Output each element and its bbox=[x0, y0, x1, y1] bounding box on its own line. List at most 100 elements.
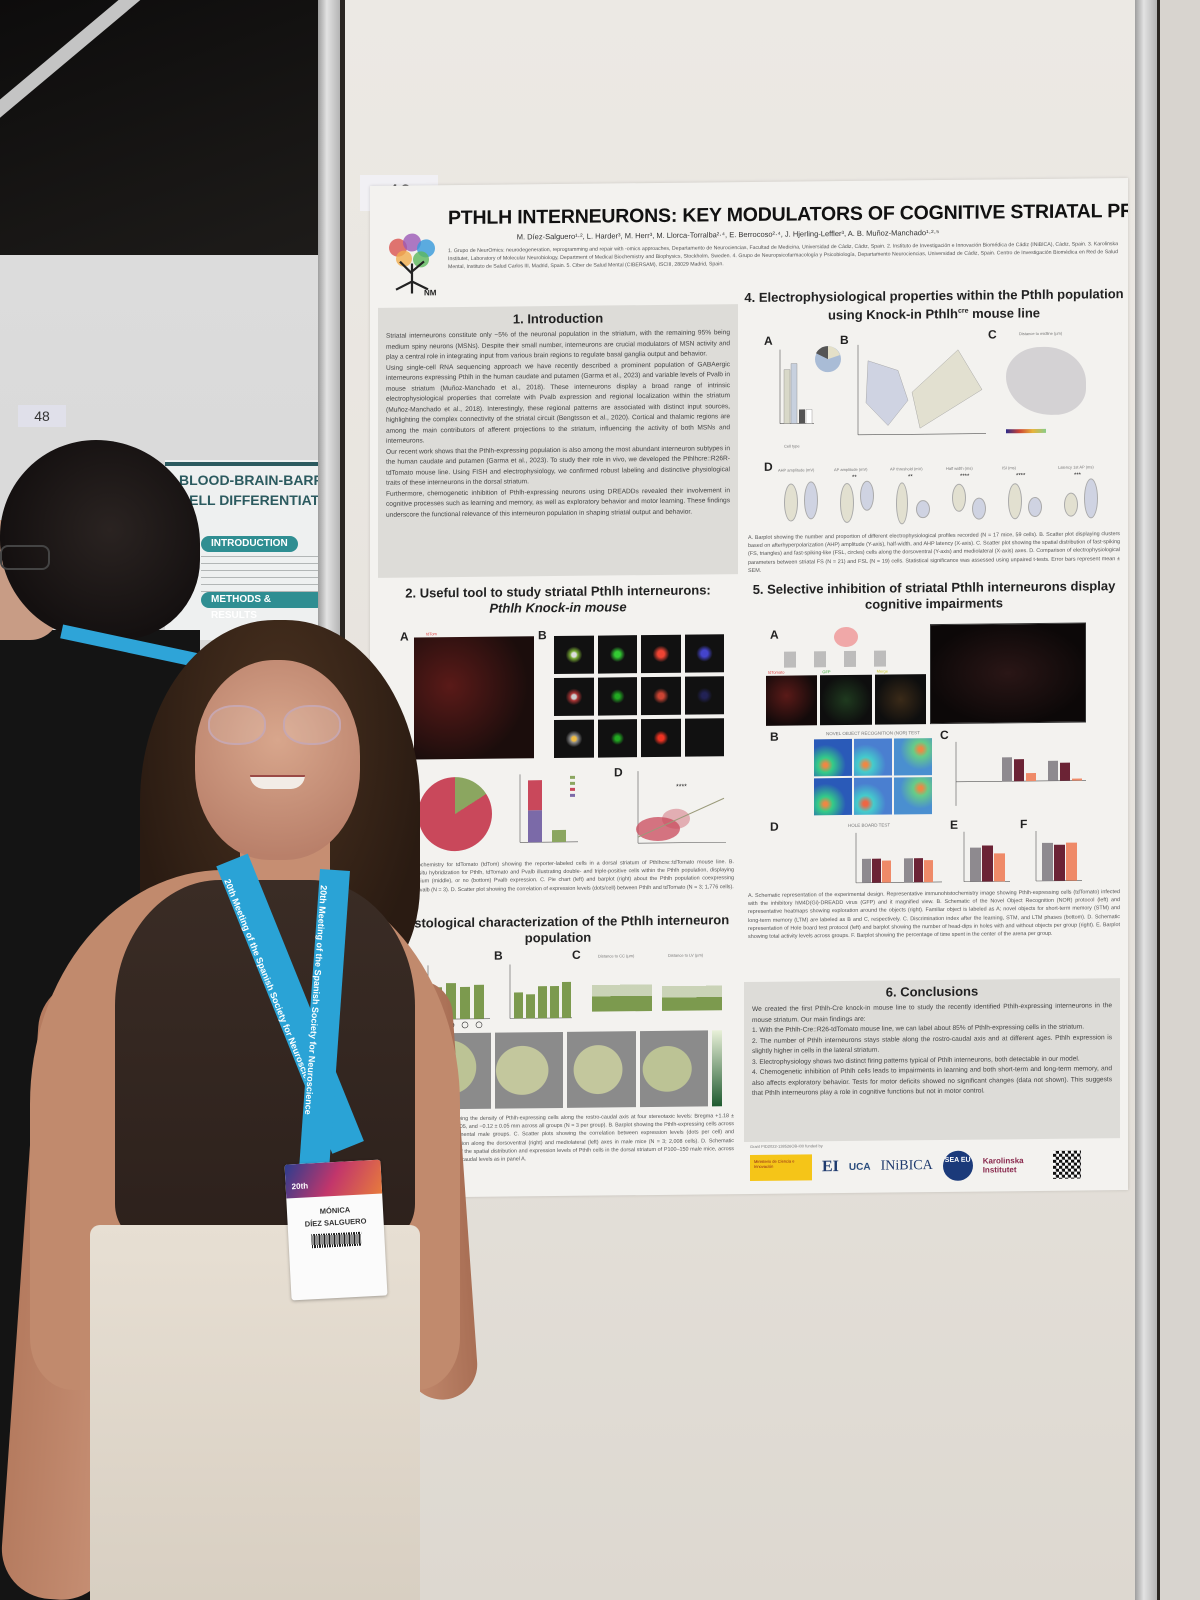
conclusion-item-4: 4. Chemogenetic inhibition of Pthlh cell… bbox=[752, 1065, 1112, 1097]
section-conclusions: 6. Conclusions We created the first Pthl… bbox=[744, 978, 1120, 1143]
fish-pvalb-medium bbox=[684, 676, 724, 715]
ei-logo: EI bbox=[822, 1158, 839, 1176]
violin-ap-amplitude: AP amplitude (mV) ** bbox=[834, 467, 884, 530]
fish-pthlh-medium bbox=[597, 677, 637, 716]
scatter-lv-title: Distance to LV (µm) bbox=[668, 952, 704, 958]
heatmap-sal-ltm bbox=[854, 777, 892, 815]
ihc-gfp: GFP bbox=[820, 669, 872, 726]
violin-signif-3: **** bbox=[960, 473, 970, 480]
experimental-timeline bbox=[766, 650, 902, 668]
ephys-title-post: mouse line bbox=[968, 305, 1041, 322]
fish-merge-medium bbox=[554, 677, 594, 717]
section-introduction: 1. Introduction Striatal interneurons co… bbox=[378, 304, 738, 578]
man-glasses bbox=[0, 545, 50, 570]
scatter-cc-title: Distance to CC (µm) bbox=[598, 953, 635, 959]
head-dips-barplot bbox=[855, 832, 942, 884]
ihc-merge: Merge bbox=[874, 669, 926, 725]
panel-label-4a: A bbox=[764, 333, 773, 348]
background-dark-area bbox=[0, 0, 330, 260]
inhibition-caption: A. Schematic representation of the exper… bbox=[748, 889, 1120, 941]
badge-last-name: DÍEZ SALGUERO bbox=[304, 1216, 367, 1229]
discrimination-index-barplot bbox=[955, 741, 1086, 806]
neighbor-title-line2: CELL DIFFERENTIATIO bbox=[179, 492, 325, 508]
violin-signif-4: **** bbox=[1016, 473, 1026, 480]
neuromics-tree-logo-icon: NM bbox=[389, 233, 437, 297]
panel-label-2d: D bbox=[614, 765, 623, 780]
heatmap-cno-stm bbox=[894, 738, 932, 776]
ihc-overview-image bbox=[930, 622, 1086, 725]
nor-heatmap-grid bbox=[814, 738, 932, 816]
badge-event-banner: 20th bbox=[284, 1159, 383, 1199]
poster-authors: M. Díez-Salguero¹·², L. Harder³, M. Herr… bbox=[516, 228, 940, 242]
badge-barcode bbox=[311, 1231, 362, 1249]
panel-label-5c: C bbox=[940, 727, 949, 742]
scatter-distance-cc bbox=[592, 973, 652, 1012]
heatmap-egfp-stm bbox=[814, 738, 852, 777]
striatum-map-level-3 bbox=[567, 1031, 636, 1108]
intro-paragraph-4: Furthermore, chemogenetic inhibition of … bbox=[386, 486, 730, 519]
ephys-title-sup: cre bbox=[957, 307, 969, 315]
heatmap-sal-stm bbox=[854, 738, 892, 776]
panel-label-5d: D bbox=[770, 819, 779, 834]
ihc-tdtomato: tdTomato bbox=[766, 670, 818, 726]
striatum-cell-location-map bbox=[1006, 346, 1086, 416]
center-time-barplot bbox=[1035, 830, 1082, 882]
total-activity-barplot bbox=[963, 831, 1010, 883]
channel-merge-label: Merge bbox=[876, 668, 888, 674]
panel-label-5f: F bbox=[1020, 817, 1028, 832]
violin-label-4: ISI (ms) bbox=[1002, 465, 1016, 471]
neighbor-poster-bar bbox=[165, 462, 325, 466]
presenter-glasses-right-lens bbox=[283, 705, 341, 745]
intro-paragraph-3: Our recent work shows that the Pthlh-exp… bbox=[386, 444, 730, 487]
poster: NM PTHLH INTERNEURONS: KEY MODULATORS OF… bbox=[370, 178, 1128, 1198]
violin-latency-first-ap: Latency 1st AP (ms) *** bbox=[1058, 464, 1108, 527]
section-electrophysiology: 4. Electrophysiological properties withi… bbox=[744, 286, 1124, 580]
man-hair bbox=[0, 440, 200, 640]
neighbor-poster: BLOOD-BRAIN-BARRIER CELL DIFFERENTIATIO … bbox=[165, 460, 325, 640]
board-pole-right bbox=[1135, 0, 1157, 1600]
karolinska-logo: Karolinska Institutet bbox=[982, 1156, 1024, 1175]
violin-signif-2: ** bbox=[908, 474, 913, 481]
neighbor-intro-pill: INTRODUCTION bbox=[201, 536, 298, 552]
pca-cluster-scatter bbox=[857, 344, 986, 436]
intro-paragraph-2: Using single-cell RNA sequencing approac… bbox=[386, 360, 730, 445]
stacked-barplot-pthlh-population bbox=[519, 774, 578, 843]
violin-label-1: AP amplitude (mV) bbox=[834, 466, 868, 473]
ephys-a-xlabel: Cell type bbox=[784, 443, 800, 449]
half-width-colorbar bbox=[1006, 428, 1046, 434]
tool-caption: A. Immunohistochemistry for tdTomato (td… bbox=[382, 859, 734, 894]
fish-tdtom-high bbox=[641, 634, 681, 674]
tdtom-label: tdTom bbox=[426, 631, 437, 637]
poster-affiliations: 1. Grupo de NeurOmics: neurodegeneration… bbox=[448, 241, 1118, 271]
fish-tdtom-medium bbox=[641, 676, 681, 716]
fish-pthlh-high bbox=[597, 635, 637, 674]
nor-test-title: NOVEL OBJECT RECOGNITION (NOR) TEST bbox=[826, 730, 920, 737]
grant-note: Grant PID2022-138526OB-I00 funded by bbox=[750, 1143, 823, 1149]
tdtom-immuno-image bbox=[414, 636, 534, 760]
hole-board-title: HOLE BOARD TEST bbox=[848, 822, 891, 828]
ephys-c-title: Distance to midline (µm) bbox=[1019, 330, 1063, 337]
scatter-distance-lv bbox=[662, 972, 722, 1011]
sponsor-logo-bar: Ministerio de Ciencia e Innovación EI UC… bbox=[750, 1148, 1120, 1184]
ministerio-logo: Ministerio de Ciencia e Innovación bbox=[750, 1154, 812, 1181]
name-badge: 20th MÓNICA DÍEZ SALGUERO bbox=[284, 1159, 388, 1301]
intro-title: 1. Introduction bbox=[512, 310, 604, 327]
panel-label-5b: B bbox=[770, 729, 779, 744]
panel-label-2b: B bbox=[538, 628, 547, 643]
heatmap-cno-ltm bbox=[894, 777, 932, 815]
panel-label-2a: A bbox=[400, 629, 409, 644]
fish-merge-high bbox=[554, 635, 594, 675]
presenter-face bbox=[195, 660, 360, 860]
barplot-pthlh-groups bbox=[509, 964, 572, 1019]
neighbor-title-line1: BLOOD-BRAIN-BARRIER bbox=[179, 472, 325, 488]
qr-code[interactable] bbox=[1052, 1150, 1081, 1179]
section-knock-in-tool: 2. Useful tool to study striatal Pthlh i… bbox=[378, 582, 738, 916]
panel-label-4c: C bbox=[988, 327, 997, 342]
panel-label-3c: C bbox=[572, 947, 581, 962]
ephys-title-pre: using Knock-in Pthlh bbox=[827, 306, 958, 323]
brain-injection-schematic bbox=[834, 626, 858, 648]
striatum-map-level-4 bbox=[639, 1030, 708, 1108]
presenter-glasses-left-lens bbox=[208, 705, 266, 745]
channel-gfp-label: GFP bbox=[822, 669, 831, 675]
violin-ap-threshold: AP threshold (mV) ** bbox=[890, 466, 940, 529]
